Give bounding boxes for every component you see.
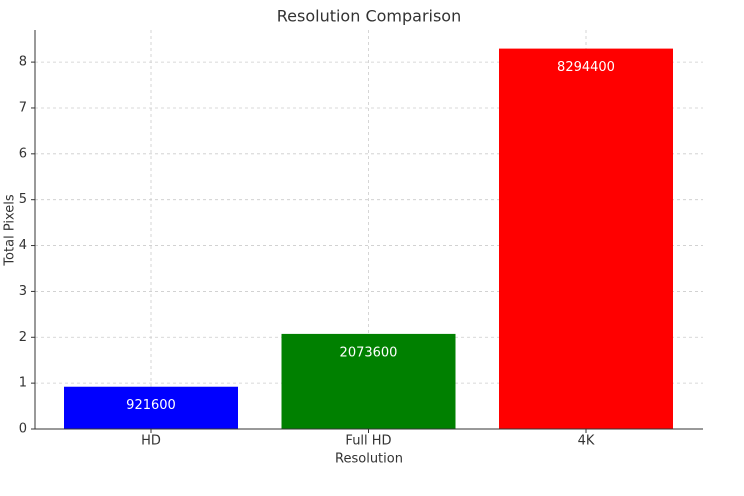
bar	[281, 333, 456, 429]
value-label: 8294400	[557, 60, 615, 75]
x-tick-label: Full HD	[345, 434, 391, 449]
y-tick-label: 4	[19, 238, 27, 253]
y-tick-label: 6	[19, 146, 27, 161]
x-tick-label: HD	[141, 434, 161, 449]
y-tick-label: 8	[19, 55, 27, 70]
y-tick-label: 7	[19, 100, 27, 115]
chart-title: Resolution Comparison	[277, 7, 461, 26]
y-tick-label: 5	[19, 192, 27, 207]
y-axis-label: Total Pixels	[3, 194, 18, 267]
value-label: 2073600	[340, 345, 398, 360]
value-label: 921600	[126, 398, 176, 413]
y-tick-label: 1	[19, 376, 27, 391]
y-tick-label: 2	[19, 330, 27, 345]
bar	[64, 386, 238, 429]
bar	[499, 48, 673, 429]
x-axis-label: Resolution	[335, 452, 403, 467]
x-tick-label: 4K	[578, 434, 595, 449]
y-tick-label: 0	[19, 422, 27, 437]
y-tick-label: 3	[19, 284, 27, 299]
